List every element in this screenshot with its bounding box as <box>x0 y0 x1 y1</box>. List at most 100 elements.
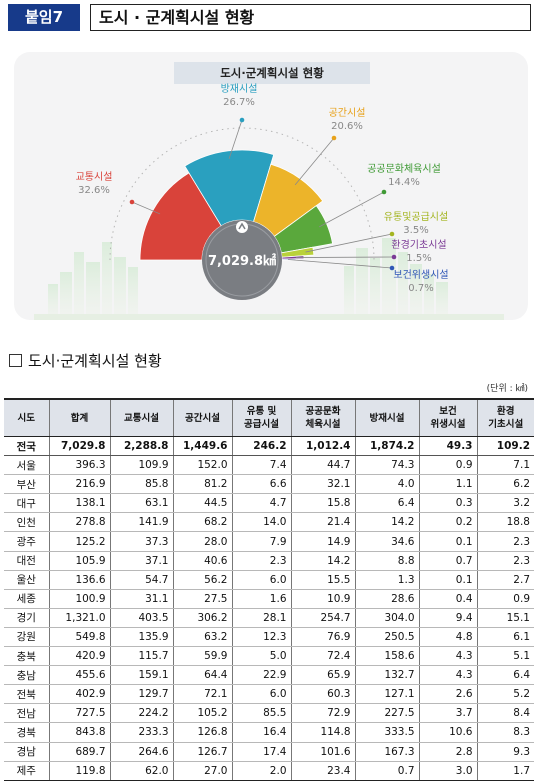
slice-percent-label: 14.4% <box>388 177 420 188</box>
table-row: 부산 216.9 85.8 81.2 6.6 32.1 4.0 1.1 6.2 <box>4 474 534 495</box>
value-cell: 0.4 <box>418 589 477 609</box>
skyline-building <box>410 264 422 320</box>
table-row: 강원 549.8 135.9 63.2 12.3 76.9 250.5 4.8 6.1 <box>4 627 534 648</box>
value-cell: 2.3 <box>476 531 534 552</box>
slice-percent-label: 0.7% <box>408 283 433 294</box>
value-cell: 32.1 <box>290 474 355 495</box>
slice-2 <box>184 149 275 227</box>
slice-percent-label: 3.5% <box>403 225 428 236</box>
value-cell: 727.5 <box>48 703 110 724</box>
slice-percent-label: 20.6% <box>331 121 363 132</box>
value-cell: 21.4 <box>290 512 355 533</box>
value-cell: 28.6 <box>354 589 419 609</box>
value-cell: 63.2 <box>172 627 232 648</box>
table-row: 제주 119.8 62.0 27.0 2.0 23.4 0.7 3.0 1.7 <box>4 761 534 781</box>
skyline-building <box>86 262 100 320</box>
region-cell: 대전 <box>4 551 49 571</box>
table-header-row: 시도 합계 교통시설 공간시설 유통 및 공급시설 공공문화 체육시설 방재시설 보건 위생시설 환경… <box>4 398 534 437</box>
value-cell: 56.2 <box>172 570 232 590</box>
value-cell: 333.5 <box>354 722 419 743</box>
value-cell: 62.0 <box>109 761 173 781</box>
region-cell: 세종 <box>4 589 49 609</box>
skyline-building <box>60 272 72 320</box>
value-cell: 85.5 <box>231 703 291 724</box>
value-cell: 402.9 <box>48 684 110 705</box>
slice-name-label: 교통시설 <box>76 171 113 183</box>
value-cell: 127.1 <box>354 684 419 705</box>
value-cell: 105.2 <box>172 703 232 724</box>
value-cell: 37.1 <box>109 551 173 571</box>
region-cell: 부산 <box>4 474 49 495</box>
value-cell: 7.1 <box>476 455 534 476</box>
slice-name-label: 공간시설 <box>329 107 366 119</box>
value-cell: 10.9 <box>290 589 355 609</box>
column-header: 유통 및 공급시설 <box>231 398 291 437</box>
value-cell: 49.3 <box>418 436 477 457</box>
value-cell: 10.6 <box>418 722 477 743</box>
value-cell: 2.8 <box>418 742 477 762</box>
appendix-badge: 붙임7 <box>8 4 80 31</box>
value-cell: 1,449.6 <box>172 436 232 457</box>
leader-line <box>287 259 393 269</box>
value-cell: 5.1 <box>476 646 534 667</box>
center-arrow-badge <box>236 221 248 233</box>
table-row: 경남 689.7 264.6 126.7 17.4 101.6 167.3 2.8 9.3 <box>4 742 534 762</box>
leader-dot <box>391 254 397 260</box>
value-cell: 159.1 <box>109 665 173 686</box>
value-cell: 1.6 <box>231 589 291 609</box>
table-row: 인천 278.8 141.9 68.2 14.0 21.4 14.2 0.2 18.8 <box>4 512 534 533</box>
value-cell: 420.9 <box>48 646 110 667</box>
value-cell: 8.3 <box>476 722 534 743</box>
value-cell: 105.9 <box>48 551 110 571</box>
value-cell: 129.7 <box>109 684 173 705</box>
value-cell: 119.8 <box>48 761 110 781</box>
value-cell: 264.6 <box>109 742 173 762</box>
value-cell: 278.8 <box>48 512 110 533</box>
value-cell: 216.9 <box>48 474 110 495</box>
value-cell: 59.9 <box>172 646 232 667</box>
value-cell: 72.4 <box>290 646 355 667</box>
value-cell: 14.0 <box>231 512 291 533</box>
value-cell: 109.9 <box>109 455 173 476</box>
value-cell: 2.7 <box>476 570 534 590</box>
value-cell: 125.2 <box>48 531 110 552</box>
value-cell: 72.1 <box>172 684 232 705</box>
slice-percent-label: 32.6% <box>78 185 110 196</box>
slice-name-label: 방재시설 <box>221 83 258 95</box>
value-cell: 167.3 <box>354 742 419 762</box>
value-cell: 0.1 <box>418 531 477 552</box>
leader-line <box>131 201 161 215</box>
total-row: 전국 7,029.8 2,288.8 1,449.6 246.2 1,012.4 1,874… <box>4 436 534 457</box>
value-cell: 2.3 <box>476 551 534 571</box>
region-cell: 충남 <box>4 665 49 686</box>
column-header: 환경 기초시설 <box>476 398 534 437</box>
skyline-building <box>356 248 368 320</box>
value-cell: 44.5 <box>172 493 232 514</box>
skyline-building <box>102 242 112 320</box>
value-cell: 15.5 <box>290 570 355 590</box>
leader-line <box>294 137 335 186</box>
region-cell: 전북 <box>4 684 49 705</box>
value-cell: 14.2 <box>354 512 419 533</box>
page-title: 도시 · 군계획시설 현황 <box>90 4 531 31</box>
leader-line <box>295 256 395 258</box>
region-cell: 전남 <box>4 703 49 724</box>
value-cell: 22.9 <box>231 665 291 686</box>
value-cell: 1.1 <box>418 474 477 495</box>
page-header: 붙임7 도시 · 군계획시설 현황 <box>8 4 531 31</box>
value-cell: 138.1 <box>48 493 110 514</box>
column-header: 합계 <box>48 398 110 437</box>
value-cell: 60.3 <box>290 684 355 705</box>
value-cell: 100.9 <box>48 589 110 609</box>
value-cell: 114.8 <box>290 722 355 743</box>
value-cell: 14.9 <box>290 531 355 552</box>
value-cell: 28.0 <box>172 531 232 552</box>
value-cell: 27.5 <box>172 589 232 609</box>
banner-title: 도시·군계획시설 현황 <box>220 66 324 80</box>
table-heading-text: 도시·군계획시설 현황 <box>28 352 162 370</box>
city-skyline-decoration <box>34 238 504 320</box>
value-cell: 1,012.4 <box>290 436 355 457</box>
value-cell: 3.7 <box>418 703 477 724</box>
value-cell: 101.6 <box>290 742 355 762</box>
value-cell: 306.2 <box>172 608 232 628</box>
